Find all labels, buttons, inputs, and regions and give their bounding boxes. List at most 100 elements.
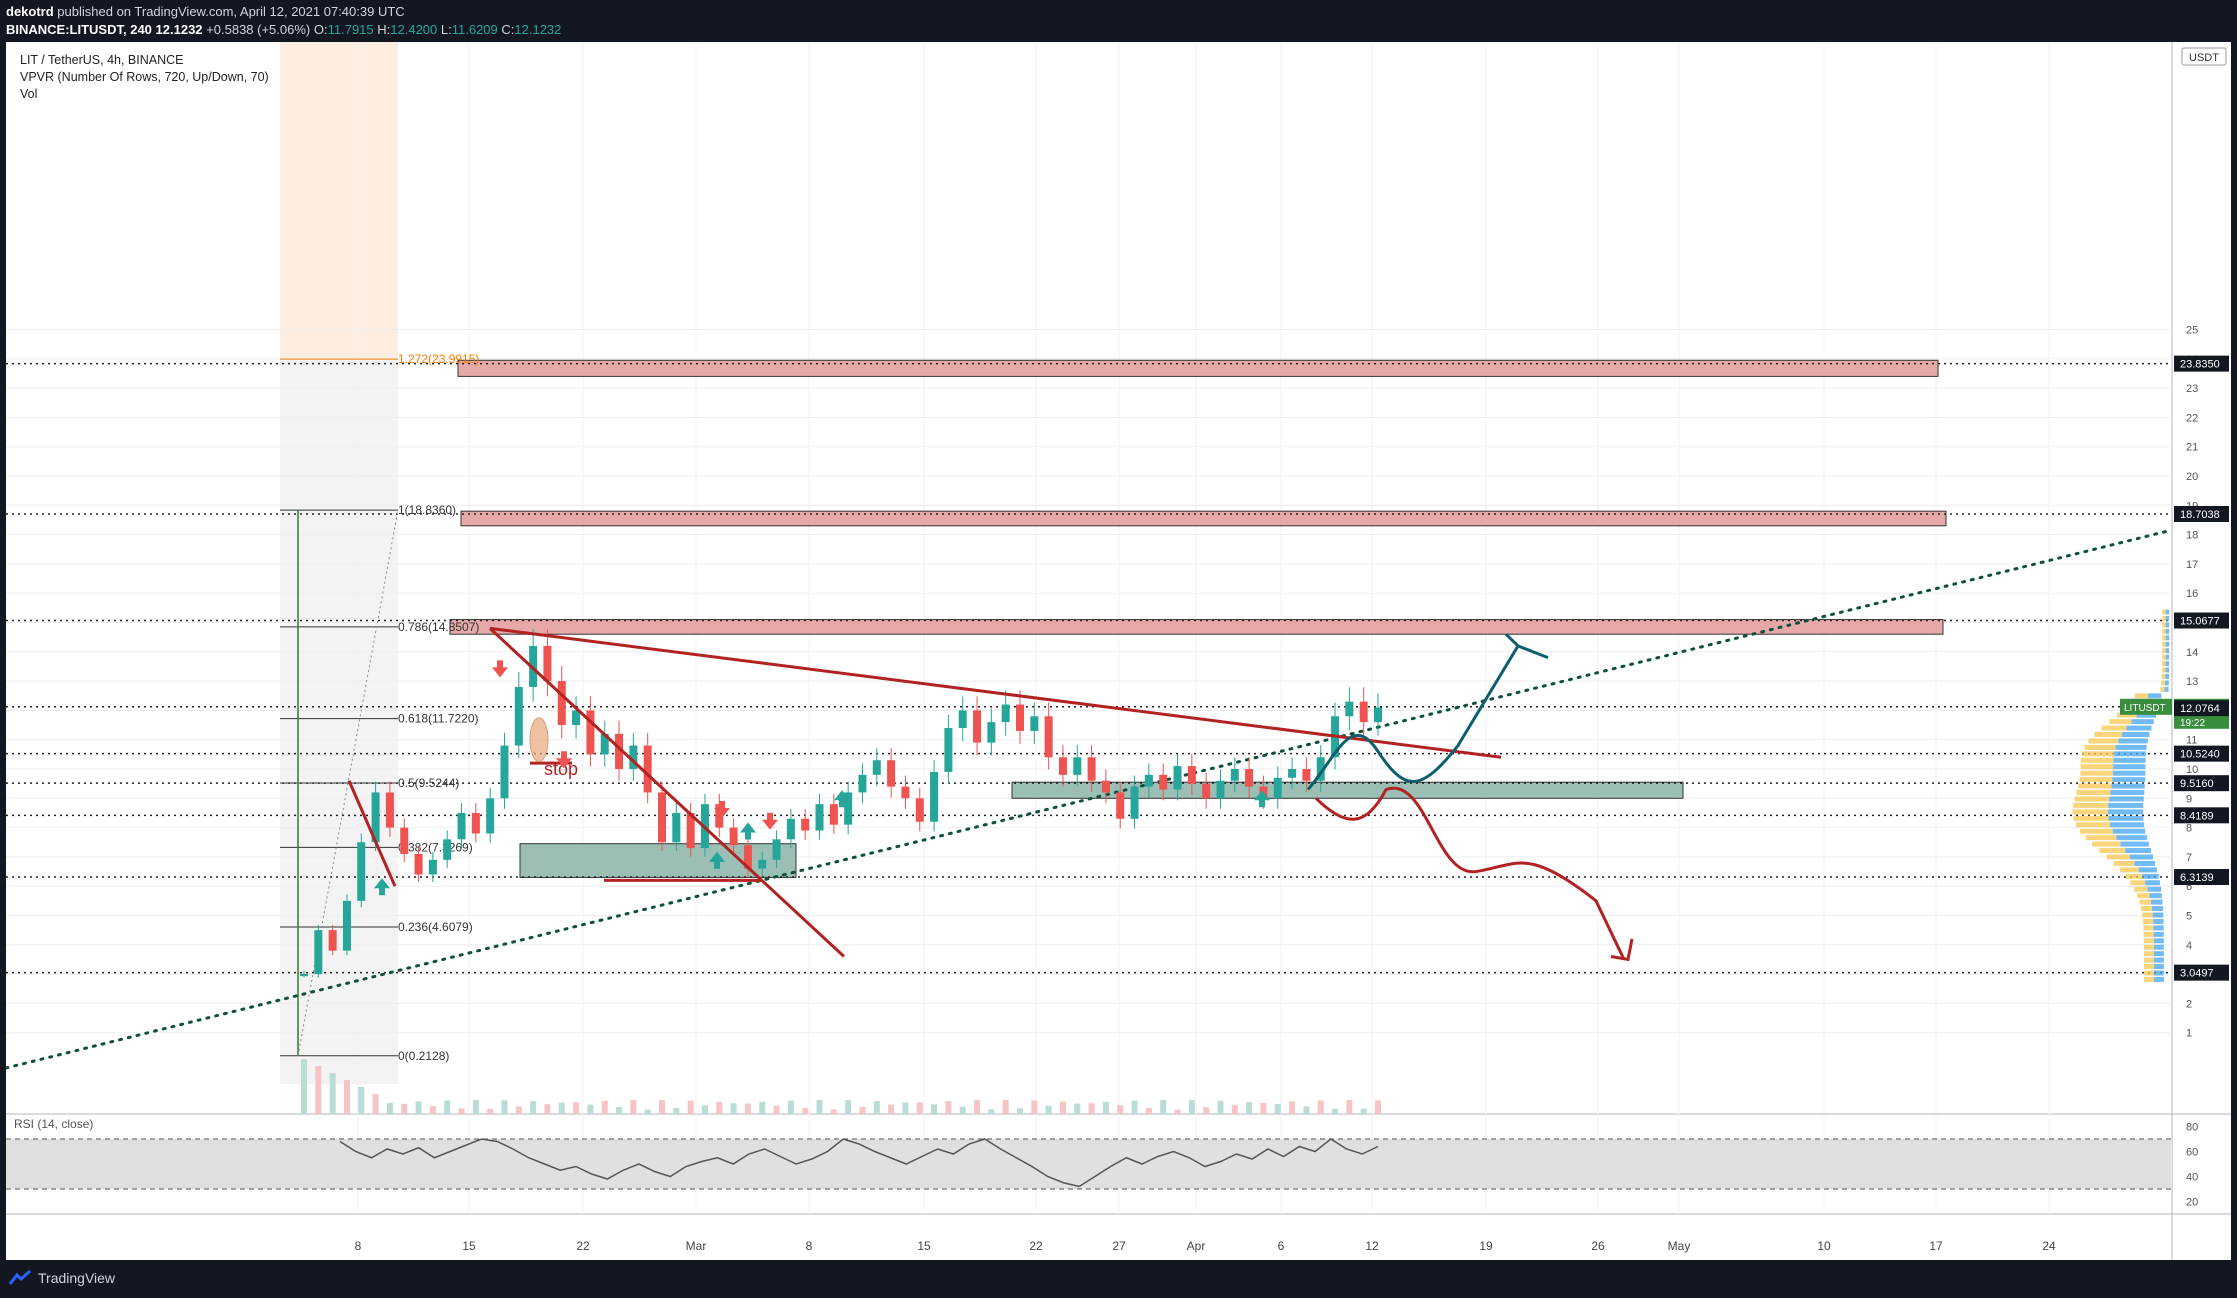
vp-bar-down: [2106, 854, 2130, 860]
candle-body: [314, 930, 323, 975]
volume-bar: [701, 1105, 708, 1114]
x-tick-label: May: [1668, 1239, 1691, 1253]
volume-bar: [859, 1106, 866, 1114]
price-chart[interactable]: 2524232221201918171615141312111098765432…: [4, 42, 2231, 1260]
vp-bar-up: [2126, 725, 2152, 731]
price-badge: [2174, 745, 2229, 762]
volume-profile: [2072, 609, 2170, 982]
vp-bar-up: [2120, 841, 2149, 847]
vp-bar-up: [2121, 732, 2150, 738]
fib-level-label: 0.786(14.8507): [398, 620, 479, 634]
vp-bar-up: [2153, 964, 2164, 970]
vp-bar-up: [2153, 918, 2164, 924]
vp-bar-down: [2139, 899, 2151, 905]
candle-body: [686, 812, 695, 849]
rsi-band: [6, 1139, 2172, 1189]
candle-body: [486, 798, 495, 834]
chart-area[interactable]: 2524232221201918171615141312111098765432…: [4, 42, 2231, 1260]
vp-bar-down: [2073, 815, 2109, 821]
x-tick-label: 15: [917, 1239, 931, 1253]
vp-bar-up: [2112, 770, 2146, 776]
publish-header: dekotrd published on TradingView.com, Ap…: [0, 0, 2237, 42]
y-tick-label: 8: [2186, 823, 2192, 835]
candle-body: [1345, 701, 1354, 717]
volume-bar: [1217, 1100, 1224, 1114]
resistance-zone: [449, 619, 1944, 635]
candle-body: [1359, 701, 1368, 723]
volume-bar: [1074, 1103, 1081, 1114]
candle-body: [829, 804, 838, 825]
resistance-zone: [457, 359, 1939, 377]
vp-bar-down: [2142, 918, 2154, 924]
volume-bar: [401, 1103, 408, 1114]
candle-body: [629, 745, 638, 769]
vp-bar-up: [2165, 615, 2170, 621]
volume-bar: [444, 1100, 451, 1114]
vp-bar-up: [2110, 790, 2145, 796]
vp-bar-up: [2113, 757, 2146, 763]
volume-bar: [1117, 1105, 1124, 1114]
candle-body: [443, 839, 452, 860]
vp-bar-up: [2125, 848, 2151, 854]
price-badge: [2174, 964, 2229, 981]
legend-volume[interactable]: Vol: [20, 87, 38, 101]
candle-body: [1058, 757, 1067, 775]
vp-bar-up: [2136, 712, 2157, 718]
y-tick-label: 2: [2186, 998, 2192, 1010]
vp-bar-up: [2153, 938, 2164, 944]
price-badge: [2174, 869, 2229, 886]
candle-body: [1187, 766, 1196, 784]
vp-bar-down: [2081, 757, 2114, 763]
x-tick-label: 24: [2042, 1239, 2056, 1253]
symbol-badge-label: LITUSDT: [2124, 703, 2166, 714]
sell-signal-arrow: [556, 751, 572, 769]
volume-bar: [1274, 1104, 1281, 1114]
author-name[interactable]: dekotrd: [6, 4, 54, 19]
vp-bar-up: [2153, 951, 2164, 957]
volume-bar: [845, 1100, 852, 1114]
volume-bar: [916, 1102, 923, 1114]
published-text: published on TradingView.com, April 12, …: [57, 4, 405, 19]
x-tick-label: 19: [1479, 1239, 1493, 1253]
rsi-line: [339, 1138, 1379, 1188]
candle-body: [1173, 766, 1182, 790]
vp-bar-up: [2142, 873, 2159, 879]
fib-level-label: 0.236(4.6079): [398, 920, 473, 934]
rsi-tick-label: 80: [2186, 1122, 2198, 1134]
candle-body: [1116, 792, 1125, 819]
vp-bar-down: [2099, 848, 2126, 854]
tradingview-icon: [8, 1270, 31, 1285]
vp-bar-down: [2144, 957, 2154, 963]
y-tick-label: 11: [2186, 735, 2197, 747]
volume-bars: [301, 1059, 1381, 1114]
legend-vpvr[interactable]: VPVR (Number Of Rows, 720, Up/Down, 70): [20, 70, 269, 84]
volume-bar: [458, 1108, 465, 1114]
candle-body: [1030, 716, 1039, 731]
candle-body: [743, 845, 752, 869]
candle-body: [615, 733, 624, 769]
vp-bar-up: [2164, 686, 2169, 692]
price-badge: [2174, 700, 2229, 717]
legend-symbol[interactable]: LIT / TetherUS, 4h, BINANCE: [20, 53, 184, 67]
vp-bar-down: [2162, 615, 2166, 621]
candle-body: [1273, 777, 1282, 799]
vp-bar-down: [2144, 964, 2154, 970]
price-badge-value: 8.4189: [2180, 810, 2214, 822]
volume-bar: [1260, 1102, 1267, 1114]
volume-bar: [830, 1109, 837, 1114]
vp-bar-up: [2152, 912, 2164, 918]
volume-bar: [1102, 1101, 1109, 1114]
vp-bar-down: [2134, 693, 2149, 699]
vp-bar-down: [2162, 609, 2166, 615]
price-badge-value: 12.0764: [2180, 703, 2220, 715]
chart-legend: LIT / TetherUS, 4h, BINANCE VPVR (Number…: [20, 52, 269, 103]
tradingview-logo[interactable]: TradingView: [8, 1270, 115, 1286]
bearish-arrowhead: [1610, 938, 1634, 962]
volume-bar: [1160, 1100, 1167, 1114]
volume-bar: [1002, 1100, 1009, 1114]
candle-body: [1130, 786, 1139, 819]
volume-bar: [1017, 1108, 1023, 1114]
vp-bar-down: [2162, 641, 2166, 647]
buy-signal-arrow: [834, 790, 850, 808]
vp-bar-up: [2165, 648, 2170, 654]
